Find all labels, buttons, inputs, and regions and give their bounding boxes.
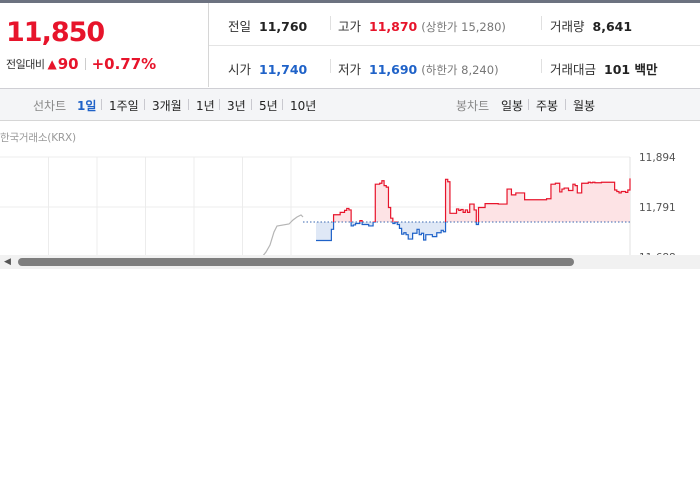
stat-label: 시가: [228, 62, 252, 77]
source-label: 한국거래소(KRX): [0, 132, 76, 144]
divider: [144, 99, 145, 110]
change-percent: +0.77%: [91, 55, 157, 73]
divider: [84, 58, 86, 70]
stat-value: 11,870: [369, 19, 418, 34]
stat-label: 거래대금: [550, 62, 597, 77]
stat-label: 전일: [228, 19, 252, 34]
price-line-down: [316, 222, 480, 242]
period-1y[interactable]: 1년: [196, 99, 215, 113]
divider: [541, 59, 542, 73]
line-chart-label[interactable]: 선차트: [33, 99, 67, 113]
change-value: 90: [57, 55, 79, 73]
stat-low: 저가 11,690 (하한가 8,240): [338, 59, 499, 78]
stat-volume: 거래량 8,641: [550, 16, 632, 35]
stat-prev-close: 전일 11,760: [228, 16, 307, 35]
period-3m[interactable]: 3개월: [152, 99, 182, 113]
period-1d[interactable]: 1일: [77, 99, 97, 113]
stat-sub: (상한가 15,280): [421, 20, 506, 34]
area-above-baseline: [333, 178, 630, 223]
stat-label: 거래량: [550, 19, 585, 34]
up-triangle-icon: ▲: [47, 57, 57, 71]
change-label: 전일대비: [6, 58, 45, 71]
price-chart: 한국거래소(KRX) 11,894 11,791 11,688: [0, 120, 700, 255]
divider: [565, 99, 566, 110]
price-line-up: [332, 178, 631, 223]
stat-value: 11,740: [259, 62, 308, 77]
stat-label: 고가: [338, 19, 362, 34]
divider: [208, 3, 209, 87]
chart-svg: 11,894 11,791 11,688: [0, 152, 676, 255]
stat-value: 11,690: [369, 62, 418, 77]
period-1w[interactable]: 1주일: [109, 99, 139, 113]
divider: [219, 99, 220, 110]
stat-open: 시가 11,740: [228, 59, 307, 78]
current-price: 11,850: [6, 17, 105, 48]
divider: [188, 99, 189, 110]
y-tick-label: 11,688: [639, 252, 676, 255]
divider: [282, 99, 283, 110]
price-summary: 11,850 전일대비 ▲ 90 +0.77%: [0, 3, 208, 87]
stat-sub: (하한가 8,240): [421, 63, 499, 77]
candle-chart-label[interactable]: 봉차트: [456, 99, 490, 113]
period-weekly-candle[interactable]: 주봉: [536, 99, 559, 113]
horizontal-scrollbar[interactable]: ◀: [0, 255, 700, 269]
period-5y[interactable]: 5년: [259, 99, 278, 113]
stat-value: 8,641: [592, 19, 633, 34]
stat-high: 고가 11,870 (상한가 15,280): [338, 16, 506, 35]
change-row: 전일대비 ▲ 90 +0.77%: [6, 55, 156, 73]
y-tick-label: 11,791: [639, 202, 676, 214]
divider: [528, 99, 529, 110]
scroll-thumb[interactable]: [18, 258, 574, 266]
stat-label: 저가: [338, 62, 362, 77]
period-10y[interactable]: 10년: [290, 99, 317, 113]
y-tick-label: 11,894: [639, 152, 676, 164]
divider: [330, 59, 331, 73]
stat-value: 11,760: [259, 19, 308, 34]
divider: [330, 16, 331, 30]
divider: [209, 45, 700, 46]
divider: [251, 99, 252, 110]
period-daily-candle[interactable]: 일봉: [501, 99, 524, 113]
divider: [101, 99, 102, 110]
period-3y[interactable]: 3년: [227, 99, 246, 113]
chart-toolbar: 선차트 1일 1주일 3개월 1년 3년 5년 10년 봉차트 일봉 주봉 월봉: [0, 88, 700, 121]
scroll-left-arrow-icon[interactable]: ◀: [4, 257, 11, 267]
top-border: [0, 0, 700, 3]
divider: [541, 16, 542, 30]
period-monthly-candle[interactable]: 월봉: [573, 99, 596, 113]
premarket-line: [262, 214, 304, 255]
stat-value: 101 백만: [604, 62, 658, 77]
stat-trade-amount: 거래대금 101 백만: [550, 59, 657, 78]
